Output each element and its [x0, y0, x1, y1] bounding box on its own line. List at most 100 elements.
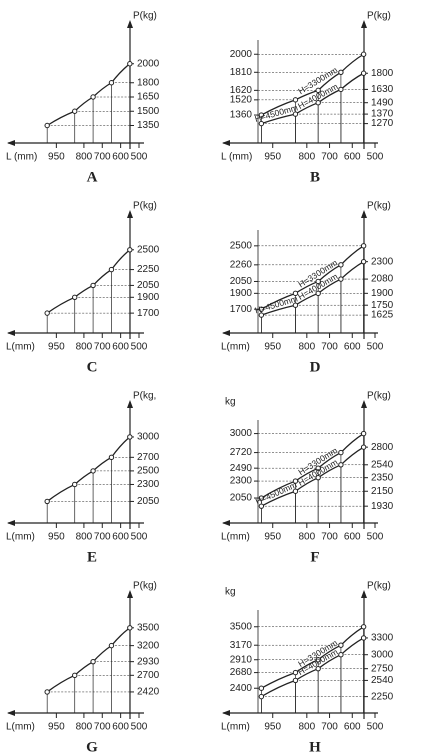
panel-letter: C	[87, 359, 98, 375]
y-axis-arrow	[361, 590, 367, 598]
x-tick-label: 500	[367, 342, 384, 353]
x-axis-arrow	[7, 520, 15, 526]
y-tick-label: 1800	[137, 77, 160, 88]
y-tick-label: 2800	[371, 442, 394, 453]
y-tick-label: 2350	[371, 472, 394, 483]
x-axis-title: L(mm)	[6, 342, 35, 353]
x-tick-label: 500	[367, 152, 384, 163]
x-tick-label: 500	[131, 722, 148, 733]
y-axis-arrow	[361, 400, 367, 408]
point	[315, 87, 321, 94]
point	[292, 488, 299, 494]
y-tick-label: 2000	[137, 58, 160, 69]
y-tick-label: 1900	[371, 288, 394, 299]
y-unit: kg	[225, 397, 236, 408]
y-axis-arrow	[127, 590, 133, 598]
y-tick-label: 2930	[137, 656, 160, 667]
panel-letter: D	[310, 359, 321, 375]
y-tick-label: 2260	[230, 259, 253, 270]
point	[44, 498, 50, 505]
y-tick-label: 2050	[230, 276, 253, 287]
panel-letter: G	[86, 739, 98, 755]
panel-letter: H	[309, 739, 321, 755]
x-tick-label: 950	[264, 722, 281, 733]
y-tick-label: 1810	[230, 67, 253, 78]
x-tick-label: 700	[321, 152, 338, 163]
panel-letter: B	[310, 169, 320, 185]
x-tick-label: 700	[94, 152, 111, 163]
y-tick-label: 3300	[371, 633, 394, 644]
y-tick-label: 1520	[230, 94, 253, 105]
point	[258, 120, 265, 127]
point	[72, 108, 78, 114]
point	[108, 80, 115, 86]
y-unit: kg	[225, 587, 236, 598]
y-tick-label: 3000	[230, 428, 253, 439]
y-axis-arrow	[127, 20, 133, 28]
y-tick-label: 2700	[137, 452, 160, 463]
y-tick-label: 1650	[137, 92, 160, 103]
point	[315, 474, 321, 481]
point	[292, 478, 299, 484]
y-tick-label: 2250	[371, 691, 394, 702]
x-tick-label: 500	[131, 342, 148, 353]
y-tick-label: 2300	[137, 479, 160, 490]
point	[44, 122, 50, 129]
y-tick-label: 2500	[137, 244, 160, 255]
point	[360, 624, 367, 630]
y-tick-label: 2910	[230, 654, 253, 665]
x-axis-arrow	[222, 330, 230, 336]
x-axis-title: L (mm)	[6, 152, 37, 163]
y-tick-label: 2300	[371, 256, 394, 267]
point	[360, 258, 367, 265]
point	[127, 247, 133, 253]
panel-letter: F	[310, 549, 319, 565]
x-tick-label: 600	[112, 532, 129, 543]
point	[127, 434, 133, 440]
y-tick-label: 2750	[371, 663, 394, 674]
x-axis-title: L(mm)	[221, 722, 250, 733]
x-tick-label: 800	[298, 532, 315, 543]
x-tick-label: 950	[264, 152, 281, 163]
y-axis-title: P(kg)	[133, 11, 157, 22]
y-tick-label: 3170	[230, 640, 253, 651]
point	[258, 495, 265, 501]
y-tick-label: 1750	[371, 300, 394, 311]
y-axis-title: P(kg,	[133, 391, 156, 402]
point	[338, 86, 344, 93]
point	[360, 444, 367, 450]
y-tick-label: 2300	[230, 476, 253, 487]
y-tick-label: 2150	[371, 486, 394, 497]
y-tick-label: 2490	[230, 463, 253, 474]
point	[360, 635, 367, 641]
x-tick-label: 950	[48, 152, 65, 163]
y-tick-label: 2050	[137, 496, 160, 507]
y-tick-label: 3000	[371, 649, 394, 660]
point	[108, 266, 115, 273]
x-tick-label: 500	[367, 532, 384, 543]
point	[315, 278, 321, 285]
point	[72, 294, 78, 300]
y-axis-arrow	[361, 20, 367, 28]
point	[72, 672, 78, 679]
y-axis-title: P(kg)	[133, 201, 157, 212]
point	[360, 70, 367, 76]
y-tick-label: 1630	[371, 84, 394, 95]
x-axis-arrow	[222, 710, 230, 716]
point	[338, 462, 344, 468]
y-tick-label: 2500	[137, 466, 160, 477]
x-tick-label: 700	[94, 342, 111, 353]
point	[292, 290, 299, 297]
y-tick-label: 1620	[230, 85, 253, 96]
y-tick-label: 1500	[137, 106, 160, 117]
y-tick-label: 2720	[230, 447, 253, 458]
y-axis-title: P(kg)	[367, 581, 391, 592]
point	[338, 642, 344, 648]
x-tick-label: 800	[298, 342, 315, 353]
y-tick-label: 2540	[371, 675, 394, 686]
point	[108, 454, 115, 461]
point	[292, 97, 299, 103]
point	[360, 430, 367, 437]
y-tick-label: 1800	[371, 68, 394, 79]
x-tick-label: 600	[344, 342, 361, 353]
